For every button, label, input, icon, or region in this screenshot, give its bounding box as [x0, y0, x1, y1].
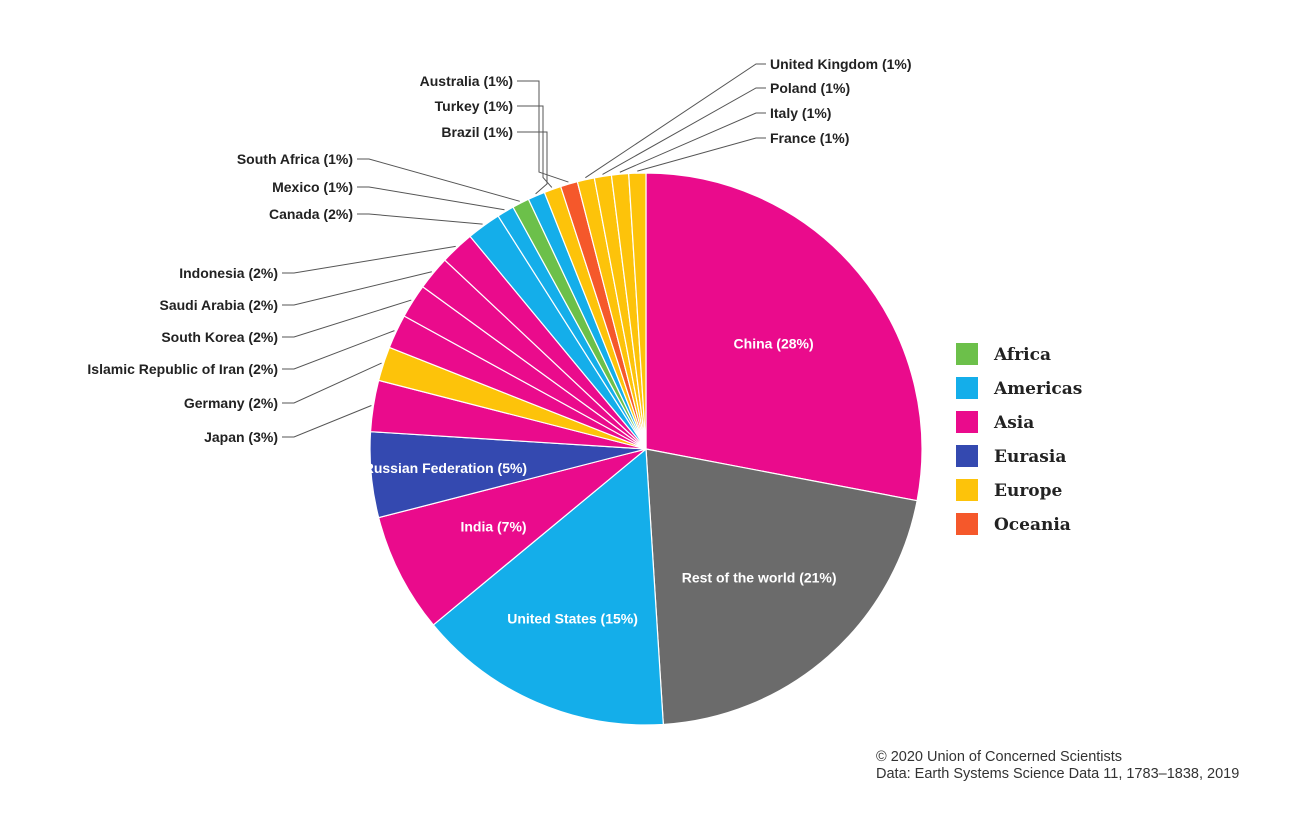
slice-rest-of-the-world [645, 448, 918, 726]
slice-india [377, 448, 647, 626]
label-poland: Poland (1%) [770, 80, 850, 96]
legend-swatch-africa [956, 343, 978, 365]
label-japan: Japan (3%) [204, 429, 278, 445]
leader-brazil [517, 131, 548, 195]
credit-block: © 2020 Union of Concerned Scientists Dat… [876, 749, 1239, 783]
leader-united-kingdom [585, 63, 766, 179]
label-united-kingdom: United Kingdom (1%) [770, 56, 912, 72]
leader-indonesia [282, 245, 456, 274]
leader-south-africa [357, 158, 520, 202]
legend-swatch-eurasia [956, 445, 978, 467]
leader-south-korea [282, 299, 412, 338]
legend-label-eurasia: Eurasia [994, 447, 1066, 467]
legend-swatch-asia [956, 411, 978, 433]
label-france: France (1%) [770, 130, 849, 146]
leader-italy [619, 112, 766, 173]
data-source-text: Data: Earth Systems Science Data 11, 178… [876, 766, 1240, 782]
label-germany: Germany (2%) [184, 395, 278, 411]
label-china: China (28%) [734, 335, 814, 351]
legend-swatch-oceania [956, 513, 978, 535]
legend-swatch-americas [956, 377, 978, 399]
label-australia: Australia (1%) [420, 73, 513, 89]
leader-canada [357, 213, 483, 225]
slice-united-states [432, 447, 664, 726]
slice-france [628, 172, 647, 450]
leader-islamic-republic-of-iran [282, 330, 395, 370]
leader-mexico [357, 186, 505, 211]
label-brazil: Brazil (1%) [441, 124, 513, 140]
leader-turkey [517, 105, 553, 188]
leader-france [637, 137, 766, 172]
legend-label-americas: Americas [993, 379, 1082, 399]
label-rest-of-the-world: Rest of the world (21%) [682, 569, 837, 585]
legend-label-europe: Europe [994, 481, 1062, 501]
copyright-text: © 2020 Union of Concerned Scientists [876, 749, 1123, 765]
label-south-korea: South Korea (2%) [161, 329, 278, 345]
label-islamic-republic-of-iran: Islamic Republic of Iran (2%) [87, 361, 278, 377]
label-turkey: Turkey (1%) [435, 98, 513, 114]
legend-label-oceania: Oceania [994, 515, 1071, 535]
leader-germany [282, 362, 382, 404]
label-india: India (7%) [460, 519, 526, 535]
label-united-states: United States (15%) [507, 611, 638, 627]
leader-poland [602, 87, 766, 175]
legend-swatch-europe [956, 479, 978, 501]
label-canada: Canada (2%) [269, 206, 353, 222]
label-italy: Italy (1%) [770, 105, 831, 121]
leader-saudi-arabia [282, 271, 432, 306]
leader-japan [282, 405, 372, 438]
legend-label-africa: Africa [993, 345, 1051, 365]
label-saudi-arabia: Saudi Arabia (2%) [159, 297, 278, 313]
legend-label-asia: Asia [993, 413, 1034, 433]
leader-australia [517, 80, 569, 183]
label-mexico: Mexico (1%) [272, 179, 353, 195]
label-indonesia: Indonesia (2%) [179, 265, 278, 281]
label-russian-federation: Russian Federation (5%) [364, 460, 527, 476]
slice-china [645, 172, 923, 502]
label-south-africa: South Africa (1%) [237, 151, 353, 167]
